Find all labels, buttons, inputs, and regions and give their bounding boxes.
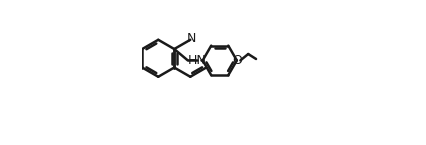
Text: O: O [233,54,242,67]
Text: N: N [186,32,196,45]
Text: HN: HN [187,54,206,67]
